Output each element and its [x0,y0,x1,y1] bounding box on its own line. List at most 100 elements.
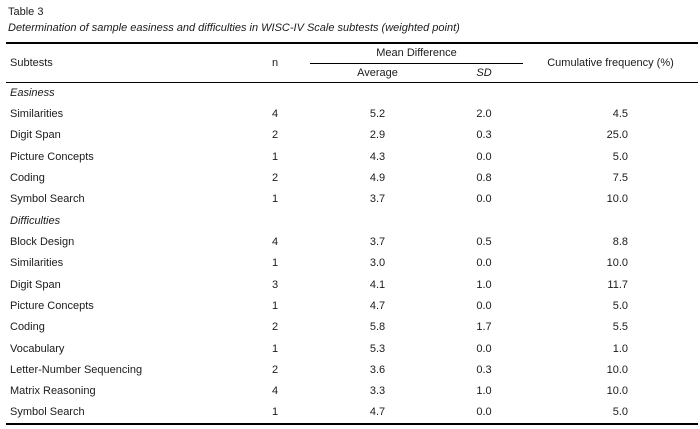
average-value: 3.7 [369,193,386,206]
table-row: Symbol Search 1 3.7 0.0 10.0 [6,189,698,210]
cumulative-value: 10.0 [606,385,629,398]
table-row: Similarities 4 5.2 2.0 4.5 [6,103,698,124]
sd-value: 2.0 [476,108,492,121]
subtest-name: Picture Concepts [10,300,94,313]
n-value: 2 [271,364,279,377]
n-value: 2 [271,321,279,334]
average-value: 4.9 [369,172,386,185]
table-row: Coding 2 4.9 0.8 7.5 [6,167,698,188]
average-value: 5.8 [369,321,386,334]
cumulative-value: 5.5 [612,321,629,334]
sd-value: 0.0 [476,342,492,355]
subtest-name: Digit Span [10,129,61,142]
sd-value: 1.7 [476,321,492,334]
subtest-name: Symbol Search [10,406,85,419]
sd-value: 1.0 [476,385,492,398]
cumulative-value: 10.0 [606,257,629,270]
table-row: Symbol Search 1 4.7 0.0 5.0 [6,402,698,423]
average-value: 5.3 [369,342,386,355]
table-row: Block Design 4 3.7 0.5 8.8 [6,231,698,252]
sd-value: 0.0 [476,300,492,313]
table-row: Coding 2 5.8 1.7 5.5 [6,317,698,338]
sd-value: 0.0 [476,257,492,270]
average-value: 4.7 [369,300,386,313]
sd-value: 0.3 [476,129,492,142]
cumulative-value: 8.8 [612,236,629,249]
table-row: Picture Concepts 1 4.7 0.0 5.0 [6,295,698,316]
n-value: 2 [271,129,279,142]
sd-value: 0.3 [476,364,492,377]
data-table: Subtests n Mean Difference Cumulative fr… [6,42,699,425]
n-value: 4 [271,236,279,249]
n-value: 1 [271,193,279,206]
average-value: 4.3 [369,150,386,163]
n-value: 1 [271,300,279,313]
subtest-name: Letter-Number Sequencing [10,364,143,377]
subtest-name: Similarities [10,108,64,121]
subtest-name: Matrix Reasoning [10,385,96,398]
cumulative-value: 1.0 [612,342,629,355]
n-value: 4 [271,385,279,398]
subtest-name: Vocabulary [10,342,65,355]
n-value: 2 [271,172,279,185]
n-value: 1 [271,406,279,419]
subtest-name: Digit Span [10,278,61,291]
table-row: Picture Concepts 1 4.3 0.0 5.0 [6,146,698,167]
sd-value: 0.5 [476,236,492,249]
section-label: Easiness [10,86,55,99]
subtest-name: Symbol Search [10,193,85,206]
table-number: Table 3 [8,6,44,18]
subtest-name: Picture Concepts [10,150,94,163]
n-value: 1 [271,257,279,270]
subtest-name: Coding [10,321,45,334]
cumulative-value: 25.0 [606,129,629,142]
table-row: Digit Span 2 2.9 0.3 25.0 [6,125,698,146]
average-value: 4.7 [369,406,386,419]
column-header-subtests: Subtests [10,56,53,69]
table-body: Easiness Similarities 4 5.2 2.0 4.5 Digi… [6,82,698,424]
table-header: Subtests n Mean Difference Cumulative fr… [6,43,699,82]
sd-value: 0.0 [476,193,492,206]
section-row-difficulties: Difficulties [6,210,698,231]
average-value: 4.1 [369,278,386,291]
cumulative-value: 5.0 [612,300,629,313]
n-value: 3 [271,278,279,291]
cumulative-value: 5.0 [612,406,629,419]
cumulative-value: 10.0 [606,364,629,377]
table-row: Letter-Number Sequencing 2 3.6 0.3 10.0 [6,359,698,380]
column-group-mean-difference: Mean Difference [310,43,524,64]
cumulative-value: 7.5 [612,172,629,185]
average-value: 3.0 [369,257,386,270]
table-row: Similarities 1 3.0 0.0 10.0 [6,253,698,274]
subtest-name: Block Design [10,236,75,249]
column-header-sd: SD [476,66,492,79]
n-value: 1 [271,150,279,163]
table-row: Digit Span 3 4.1 1.0 11.7 [6,274,698,295]
sd-value: 1.0 [476,278,492,291]
cumulative-value: 10.0 [606,193,629,206]
column-header-n: n [271,56,279,69]
average-value: 5.2 [369,108,386,121]
sd-value: 0.8 [476,172,492,185]
n-value: 4 [271,108,279,121]
table-row: Matrix Reasoning 4 3.3 1.0 10.0 [6,381,698,402]
n-value: 1 [271,342,279,355]
subtest-name: Coding [10,172,45,185]
subtest-name: Similarities [10,257,64,270]
table-row: Vocabulary 1 5.3 0.0 1.0 [6,338,698,359]
section-row-easiness: Easiness [6,82,698,103]
column-header-average: Average [357,66,398,79]
sd-value: 0.0 [476,150,492,163]
cumulative-value: 11.7 [607,278,629,291]
average-value: 2.9 [369,129,386,142]
section-label: Difficulties [10,214,61,227]
cumulative-value: 5.0 [612,150,629,163]
average-value: 3.7 [369,236,386,249]
average-value: 3.3 [369,385,386,398]
table-caption: Determination of sample easiness and dif… [8,22,460,34]
cumulative-value: 4.5 [612,108,629,121]
sd-value: 0.0 [476,406,492,419]
average-value: 3.6 [369,364,386,377]
column-header-cumulative-frequency: Cumulative frequency (%) [547,56,674,69]
